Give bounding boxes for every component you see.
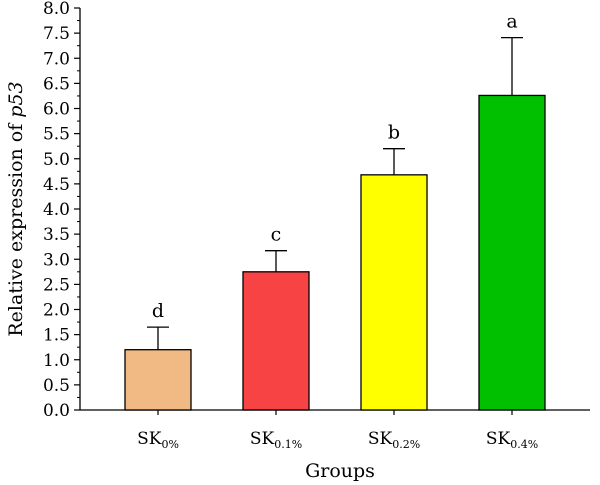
y-tick-label: 4.5 bbox=[43, 175, 70, 195]
y-tick-label: 1.0 bbox=[43, 351, 70, 371]
x-category-label-subscript: 0% bbox=[161, 438, 178, 451]
bar bbox=[124, 349, 192, 411]
y-tick-label: 8.0 bbox=[43, 0, 70, 19]
y-axis-title-gene: p53 bbox=[5, 81, 27, 117]
y-tick-label: 2.5 bbox=[43, 275, 70, 295]
significance-letter: c bbox=[271, 224, 282, 246]
x-category-label: SK0.4% bbox=[486, 429, 538, 451]
y-tick-label: 2.0 bbox=[43, 301, 70, 321]
y-axis-title: Relative expression of p53 bbox=[5, 81, 27, 336]
y-ticks: 0.0 0.5 1.0 1.5 2.0 2.5 3.0 3.5 4.0 4.5 5.0 5.5 6.0 6… bbox=[43, 0, 80, 421]
y-tick-label: 0.0 bbox=[43, 401, 70, 421]
x-category-label-main: SK bbox=[250, 429, 275, 449]
y-tick-label: 1.5 bbox=[43, 326, 70, 346]
significance-letter: d bbox=[152, 300, 164, 322]
y-tick-label: 5.0 bbox=[43, 150, 70, 170]
x-category-label-main: SK bbox=[368, 429, 393, 449]
x-category-label: SK0.2% bbox=[368, 429, 420, 451]
x-category-label: SK0% bbox=[137, 429, 179, 451]
y-tick-label: 6.5 bbox=[43, 74, 70, 94]
significance-letter: a bbox=[506, 11, 517, 33]
y-tick-label: 7.5 bbox=[43, 24, 70, 44]
x-category-label-main: SK bbox=[486, 429, 511, 449]
x-category-label-subscript: 0.2% bbox=[392, 438, 420, 451]
y-tick-label: 5.5 bbox=[43, 125, 70, 145]
bar bbox=[360, 174, 428, 411]
bars: d c b a bbox=[124, 11, 546, 411]
y-tick-label: 0.5 bbox=[43, 376, 70, 396]
bar bbox=[242, 271, 310, 411]
x-category-label-subscript: 0.4% bbox=[510, 438, 538, 451]
y-axis-title-prefix: Relative expression of bbox=[5, 118, 27, 337]
significance-letter: b bbox=[388, 122, 400, 144]
y-tick-label: 6.0 bbox=[43, 100, 70, 120]
x-category-labels: SK0% SK0.1% SK0.2% SK0.4% bbox=[137, 410, 538, 451]
y-tick-label: 3.5 bbox=[43, 225, 70, 245]
y-tick-label: 3.0 bbox=[43, 250, 70, 270]
x-category-label-subscript: 0.1% bbox=[274, 438, 302, 451]
bar bbox=[478, 94, 546, 411]
y-tick-label: 4.0 bbox=[43, 200, 70, 220]
x-category-label-main: SK bbox=[137, 429, 162, 449]
y-tick-label: 7.0 bbox=[43, 49, 70, 69]
x-axis-title: Groups bbox=[305, 460, 375, 482]
x-category-label: SK0.1% bbox=[250, 429, 302, 451]
